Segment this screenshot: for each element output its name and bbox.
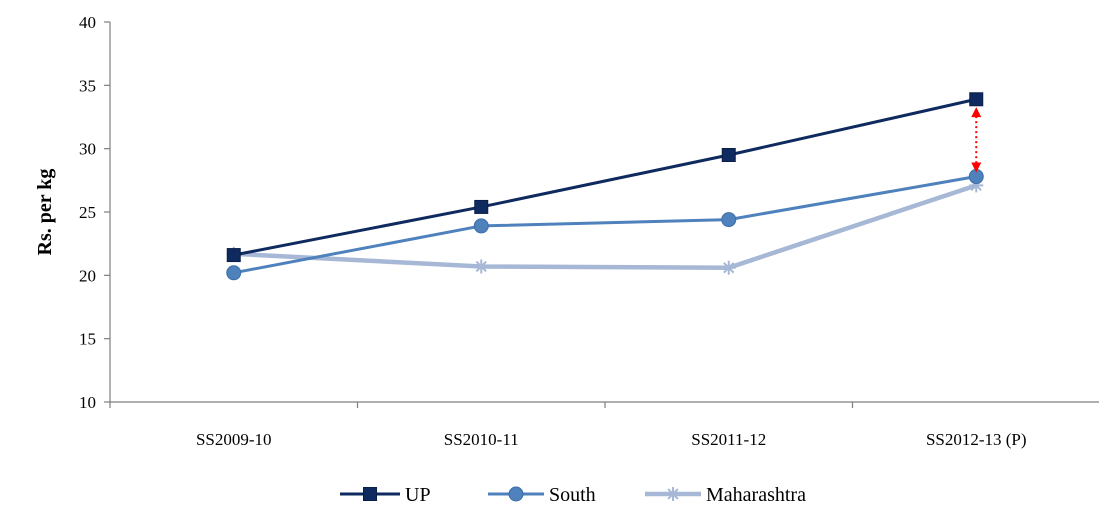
y-tick-label: 35 xyxy=(79,76,96,95)
annotation-layer xyxy=(971,107,982,173)
y-tick-label: 25 xyxy=(79,203,96,222)
data-point xyxy=(721,212,737,228)
y-axis-label: Rs. per kg xyxy=(34,169,56,256)
x-tick-label: SS2009-10 xyxy=(196,430,272,449)
y-tick-label: 10 xyxy=(79,393,96,412)
legend-item-maharashtra: Maharashtra xyxy=(645,484,806,506)
legend-marker xyxy=(508,486,524,502)
x-tick-label: SS2012-13 (P) xyxy=(926,430,1027,449)
legend-marker xyxy=(666,487,680,501)
data-point xyxy=(721,148,736,162)
x-tick-label: SS2011-12 xyxy=(691,430,766,449)
legend-label: Maharashtra xyxy=(706,484,806,506)
axes: 10 15 20 25 30 35 40 SS2009-10 SS2010-11 SS2011-1… xyxy=(79,13,1099,449)
legend-label: South xyxy=(549,484,596,506)
series-line xyxy=(233,175,977,275)
data-point xyxy=(969,92,984,107)
data-point xyxy=(226,248,241,263)
data-point xyxy=(226,265,242,281)
series-maharashtra xyxy=(226,178,984,275)
y-tick-label: 20 xyxy=(79,266,96,285)
legend-marker xyxy=(363,487,377,501)
series-layer xyxy=(226,92,984,281)
arrow-head-down xyxy=(971,162,982,173)
series-south xyxy=(226,169,984,281)
data-point xyxy=(721,260,736,275)
legend-item-up: UP xyxy=(340,484,431,506)
y-tick-label: 40 xyxy=(79,13,96,32)
legend: UP South Maharashtra xyxy=(340,484,806,506)
y-tick-label: 15 xyxy=(79,330,96,349)
y-tick-label: 30 xyxy=(79,140,96,159)
arrow-head-up xyxy=(971,107,982,118)
legend-label: UP xyxy=(405,484,431,506)
legend-item-south: South xyxy=(488,484,596,506)
series-line xyxy=(233,97,977,257)
series-line xyxy=(233,183,977,270)
data-point xyxy=(474,259,489,274)
data-point xyxy=(474,199,489,214)
gap-arrow xyxy=(971,107,982,173)
x-tick-label: SS2010-11 xyxy=(444,430,519,449)
data-point xyxy=(473,218,489,234)
series-up xyxy=(226,92,984,263)
